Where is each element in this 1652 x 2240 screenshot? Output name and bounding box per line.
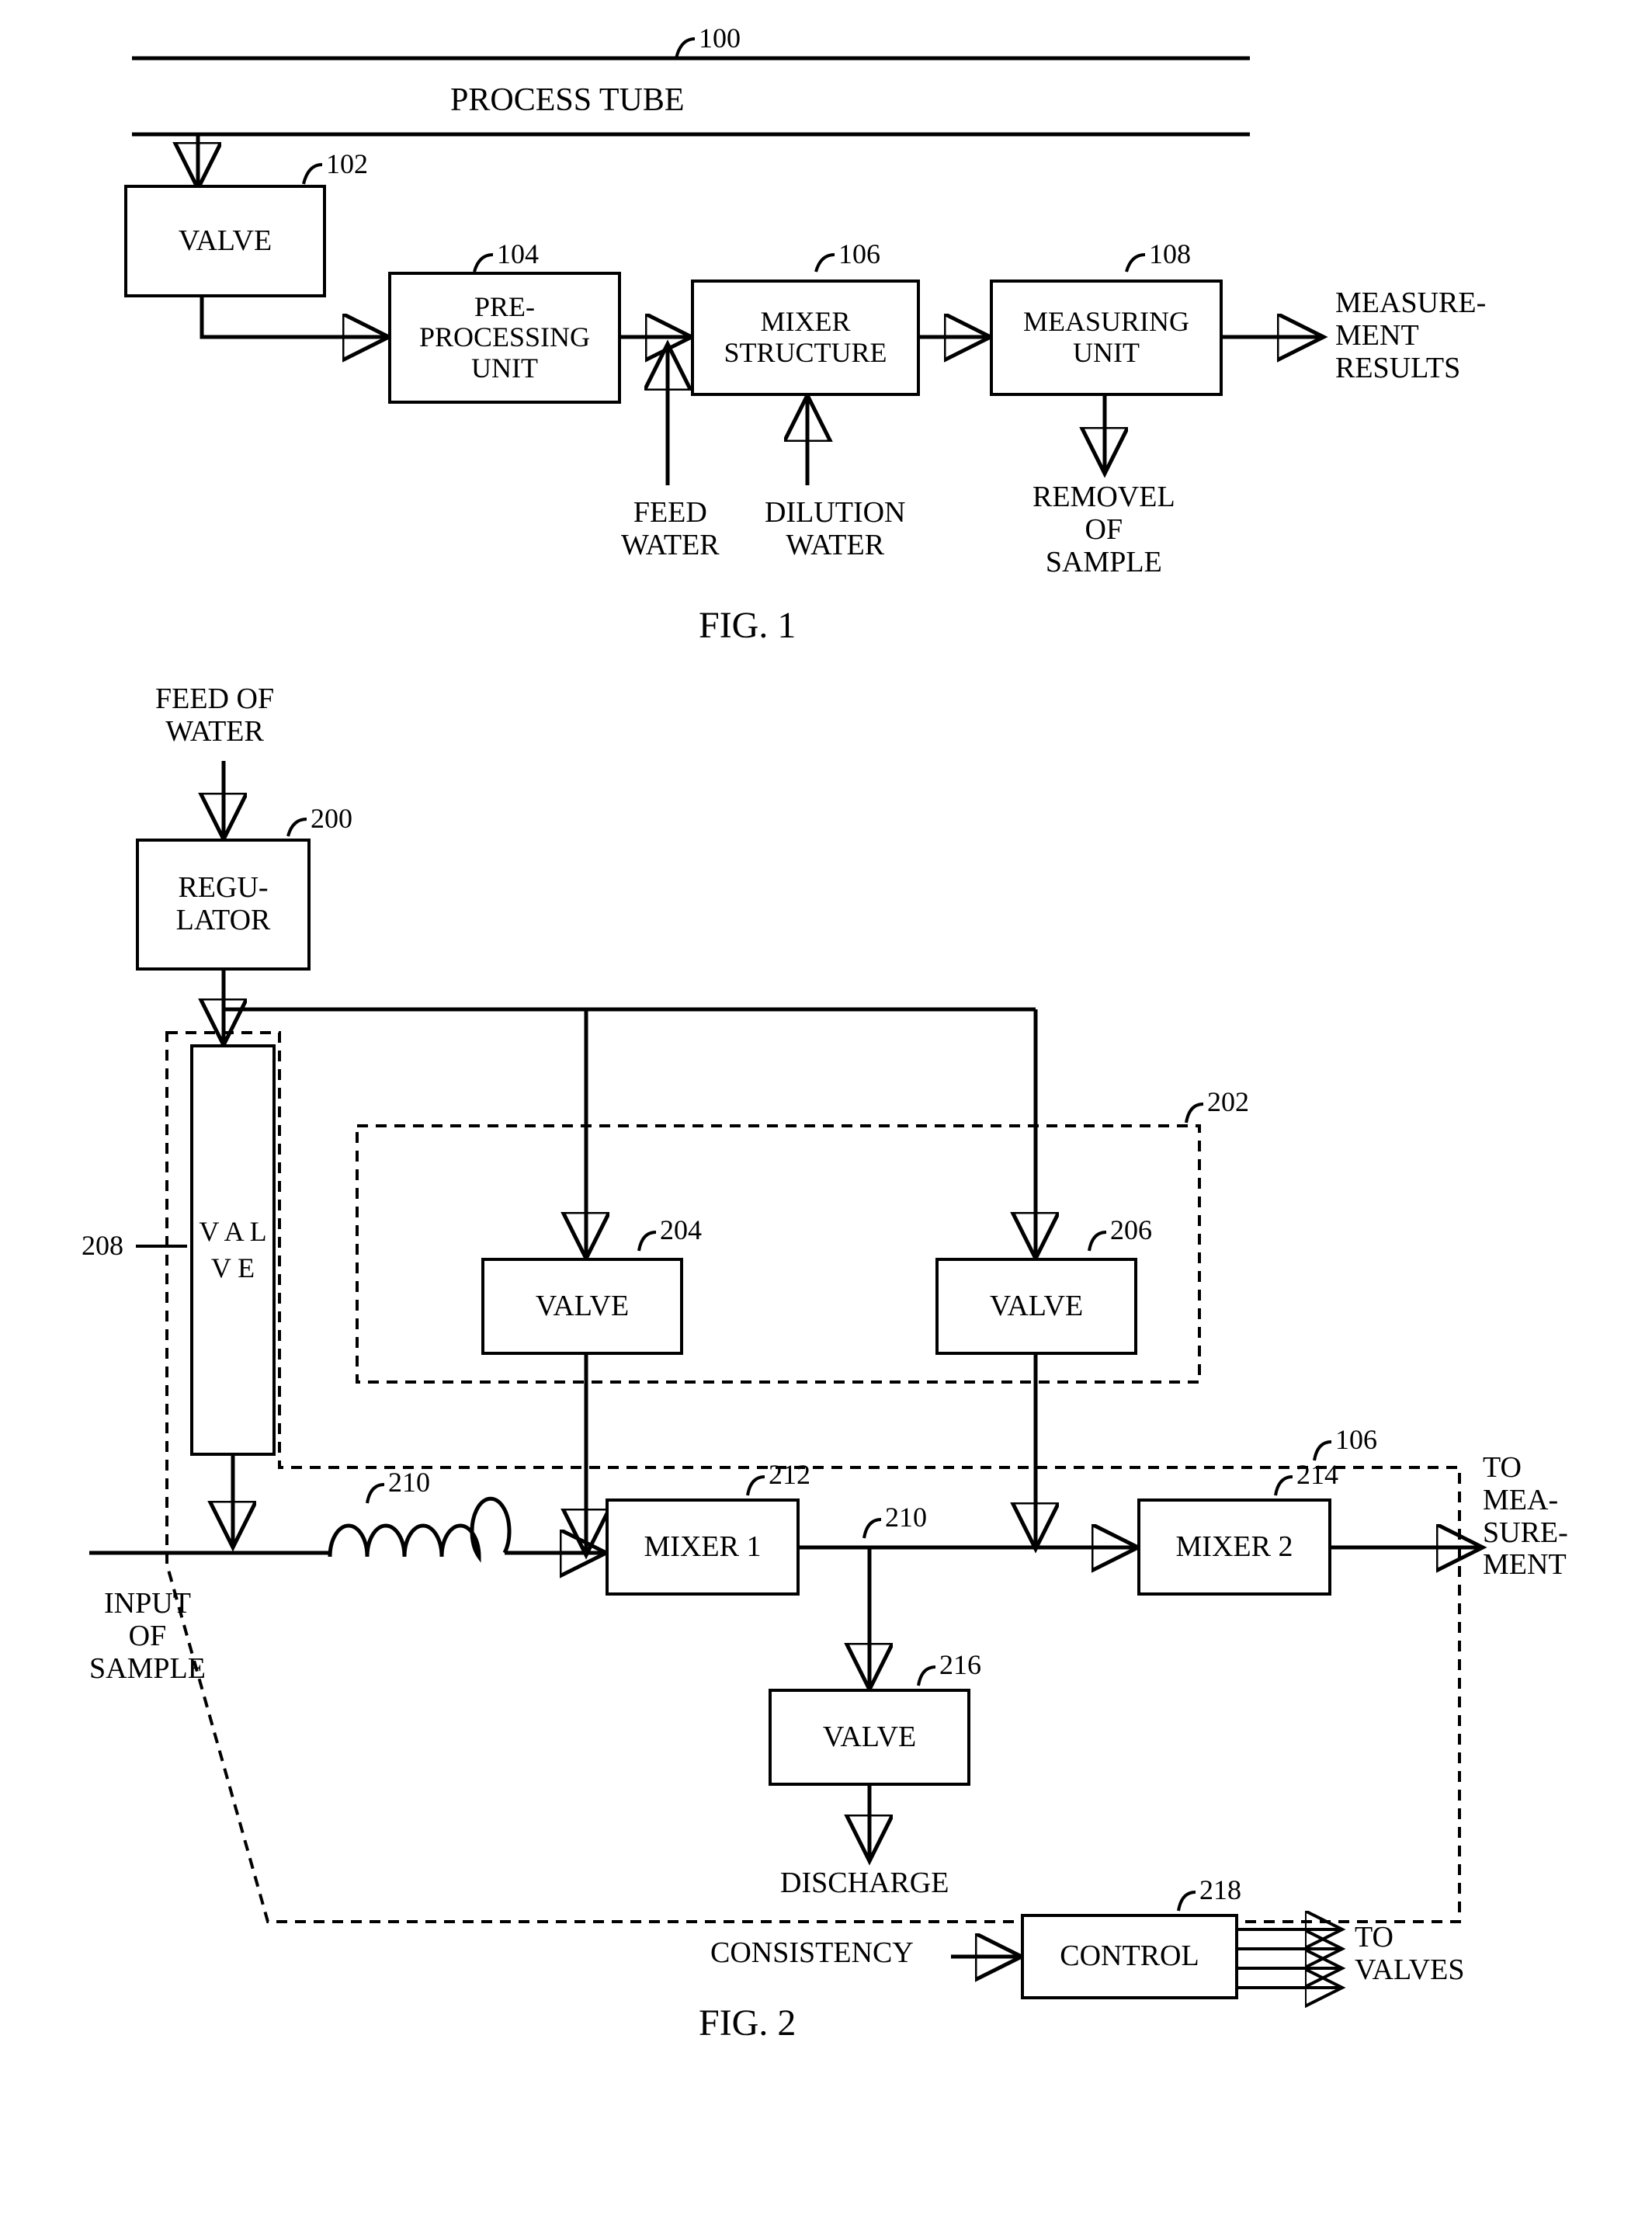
valve-discharge-label: VALVE <box>823 1721 916 1754</box>
ref-202: 202 <box>1207 1087 1249 1118</box>
valve-discharge-box: VALVE <box>769 1689 970 1786</box>
ref-102: 102 <box>326 149 368 180</box>
dilution-water-label: DILUTION WATER <box>765 497 906 562</box>
results-label: MEASURE- MENT RESULTS <box>1335 287 1486 384</box>
ref-204: 204 <box>660 1215 702 1246</box>
ref-108: 108 <box>1149 239 1191 270</box>
mixer1-box: MIXER 1 <box>606 1499 800 1596</box>
to-valves-label: TO VALVES <box>1355 1922 1465 1987</box>
fig1-preproc-box: PRE- PROCESSING UNIT <box>388 272 621 404</box>
fig1-preproc-label: PRE- PROCESSING UNIT <box>391 292 618 384</box>
ref-214: 214 <box>1296 1460 1338 1491</box>
valve-b-box: VALVE <box>935 1258 1137 1355</box>
ref-210b: 210 <box>885 1502 927 1533</box>
ref-104: 104 <box>497 239 539 270</box>
control-box: CONTROL <box>1021 1914 1238 1999</box>
fig1-mixer-label: MIXER STRUCTURE <box>694 307 917 368</box>
diagram-page: PROCESS TUBE 100 VALVE 102 PRE- PROCESSI… <box>0 0 1652 2240</box>
fig1-valve-label: VALVE <box>179 225 272 258</box>
ref-206: 206 <box>1110 1215 1152 1246</box>
regulator-label: REGU- LATOR <box>139 872 307 937</box>
control-label: CONTROL <box>1060 1940 1199 1973</box>
discharge-label: DISCHARGE <box>780 1867 949 1900</box>
vertical-valve-box: V A L V E <box>190 1044 276 1456</box>
input-sample-label: INPUT OF SAMPLE <box>89 1588 206 1685</box>
ref-208: 208 <box>82 1231 123 1262</box>
ref-210a: 210 <box>388 1467 430 1499</box>
valve-a-label: VALVE <box>536 1290 629 1323</box>
fig1-valve-box: VALVE <box>124 185 326 297</box>
ref-216: 216 <box>939 1650 981 1681</box>
ref-106-dashed: 106 <box>1335 1425 1377 1456</box>
valve-b-label: VALVE <box>990 1290 1083 1323</box>
feed-water-label: FEED WATER <box>621 497 720 562</box>
removal-label: REMOVEL OF SAMPLE <box>1032 481 1175 578</box>
mixer1-label: MIXER 1 <box>644 1531 762 1564</box>
fig1-measuring-label: MEASURING UNIT <box>993 307 1220 368</box>
ref-106: 106 <box>838 239 880 270</box>
to-measurement-label: TO MEA- SURE- MENT <box>1483 1452 1568 1582</box>
feed-of-water-label: FEED OF WATER <box>155 683 274 748</box>
valve-a-box: VALVE <box>481 1258 683 1355</box>
fig1-caption: FIG. 1 <box>699 606 796 647</box>
ref-200: 200 <box>311 804 352 835</box>
mixer2-label: MIXER 2 <box>1176 1531 1293 1564</box>
ref-100: 100 <box>699 23 741 54</box>
regulator-box: REGU- LATOR <box>136 839 311 971</box>
ref-218: 218 <box>1199 1875 1241 1906</box>
consistency-label: CONSISTENCY <box>710 1937 914 1970</box>
vertical-valve-label: V A L V E <box>193 1214 272 1287</box>
fig1-mixer-box: MIXER STRUCTURE <box>691 280 920 396</box>
fig2-caption: FIG. 2 <box>699 2003 796 2044</box>
mixer2-box: MIXER 2 <box>1137 1499 1331 1596</box>
ref-212: 212 <box>769 1460 810 1491</box>
fig1-measuring-box: MEASURING UNIT <box>990 280 1223 396</box>
process-tube-label: PROCESS TUBE <box>450 82 685 118</box>
